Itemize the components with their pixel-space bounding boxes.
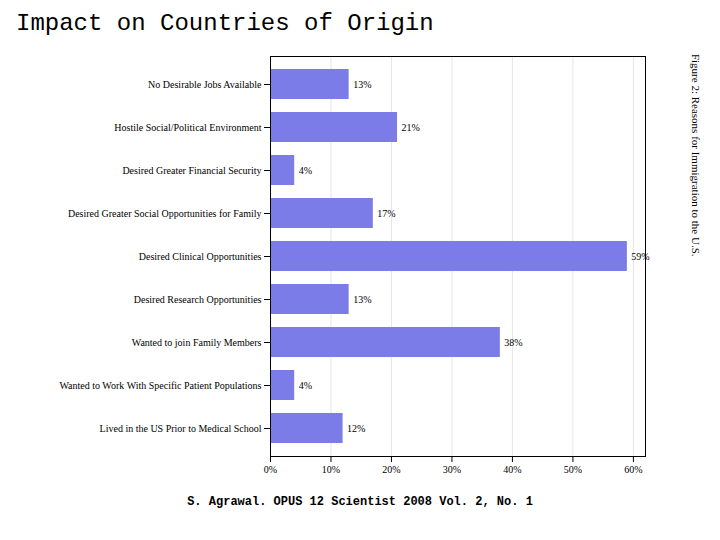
- html-text:S. Agrawal. OPUS 12 Scientist: S. Agrawal. OPUS 12 Scientist 2008 Vol. …: [187, 495, 533, 509]
- svg-text:Hostile Social/Political Envir: Hostile Social/Political Environment: [114, 122, 261, 133]
- svg-text:4%: 4%: [299, 165, 312, 176]
- svg-text:Desired Clinical Opportunities: Desired Clinical Opportunities: [139, 251, 262, 262]
- svg-text:Wanted to join Family Members: Wanted to join Family Members: [132, 337, 262, 348]
- svg-text:Desired Greater Financial Secu: Desired Greater Financial Security: [122, 165, 261, 176]
- svg-text:0%: 0%: [264, 464, 277, 475]
- svg-text:17%: 17%: [377, 208, 395, 219]
- svg-text:21%: 21%: [402, 122, 420, 133]
- svg-text:38%: 38%: [504, 337, 522, 348]
- svg-text:Figure 2: Reasons for Immigrat: Figure 2: Reasons for Immigration to the…: [690, 54, 702, 257]
- svg-text:60%: 60%: [624, 464, 642, 475]
- svg-text:Desired Greater Social Opportu: Desired Greater Social Opportunities for…: [68, 208, 262, 219]
- svg-text:40%: 40%: [503, 464, 521, 475]
- html-text:Impact on Countries of Origin: Impact on Countries of Origin: [16, 10, 434, 37]
- svg-text:No Desirable Jobs Available: No Desirable Jobs Available: [148, 79, 262, 90]
- svg-text:Desired Research Opportunities: Desired Research Opportunities: [134, 294, 262, 305]
- svg-text:59%: 59%: [631, 251, 649, 262]
- svg-text:20%: 20%: [382, 464, 400, 475]
- svg-text:4%: 4%: [299, 380, 312, 391]
- svg-text:13%: 13%: [353, 294, 371, 305]
- svg-text:50%: 50%: [564, 464, 582, 475]
- svg-text:13%: 13%: [353, 79, 371, 90]
- svg-text:Wanted to Work With Specific P: Wanted to Work With Specific Patient Pop…: [59, 380, 261, 391]
- svg-text:Lived in the US Prior to Medic: Lived in the US Prior to Medical School: [100, 423, 262, 434]
- svg-text:10%: 10%: [322, 464, 340, 475]
- svg-text:12%: 12%: [347, 423, 365, 434]
- svg-text:30%: 30%: [443, 464, 461, 475]
